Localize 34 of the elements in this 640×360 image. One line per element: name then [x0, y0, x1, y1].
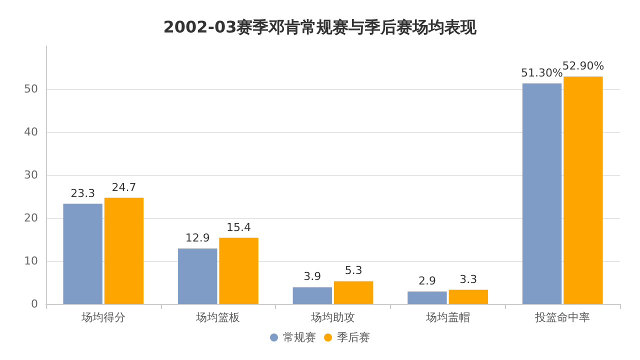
data-label: 12.9 [185, 232, 210, 245]
bar [564, 76, 603, 304]
x-tick-label: 场均篮板 [195, 311, 240, 324]
chart-title: 2002-03赛季邓肯常规赛与季后赛场均表现 [163, 18, 478, 36]
x-tick-label: 场均助攻 [310, 311, 355, 324]
data-label: 2.9 [418, 274, 436, 288]
x-tick-label: 场均盖帽 [424, 311, 470, 324]
y-tick-label: 10 [24, 254, 38, 268]
y-tick-label: 20 [24, 212, 38, 224]
bar [104, 198, 144, 304]
legend-label: 常规赛 [283, 331, 316, 344]
data-label: 24.7 [112, 180, 136, 194]
data-label: 52.90% [562, 60, 604, 73]
legend-label: 季后赛 [337, 331, 370, 344]
bar [219, 238, 258, 304]
data-label: 51.30% [521, 66, 563, 80]
y-tick-label: 40 [24, 126, 38, 138]
bar [448, 290, 488, 304]
y-tick-label: 0 [31, 298, 38, 310]
bar [292, 287, 332, 304]
data-label: 23.3 [70, 186, 96, 200]
y-tick-label: 30 [24, 168, 38, 182]
bar [408, 292, 447, 304]
x-tick-label: 投篮命中率 [534, 311, 590, 324]
bar [178, 248, 218, 304]
data-label: 5.3 [344, 264, 362, 278]
x-tick-label: 场均得分 [80, 311, 126, 324]
y-tick-label: 50 [24, 82, 38, 96]
data-label: 3.9 [304, 270, 322, 284]
bar [522, 83, 562, 304]
bar [63, 204, 102, 304]
bar [334, 281, 374, 304]
data-label: 15.4 [226, 220, 252, 234]
data-label: 3.3 [460, 272, 478, 286]
